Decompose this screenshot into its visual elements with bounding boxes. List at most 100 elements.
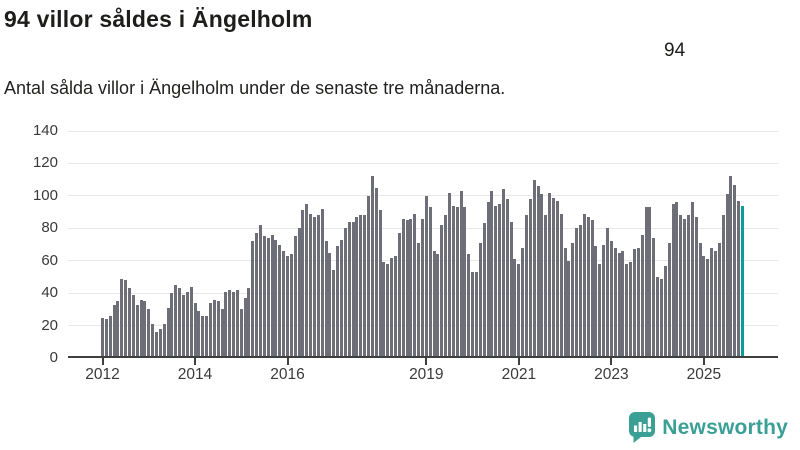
bar — [590, 220, 594, 358]
bar — [594, 246, 598, 358]
bar — [671, 204, 675, 358]
bar — [174, 285, 178, 358]
bar — [451, 205, 455, 358]
bar — [390, 257, 394, 358]
bar — [552, 197, 556, 358]
bar — [366, 195, 370, 358]
x-axis-label: 2014 — [177, 366, 213, 383]
bar — [536, 186, 540, 358]
bar — [432, 251, 436, 358]
bar — [713, 251, 717, 358]
x-axis-label: 2025 — [686, 366, 722, 383]
bar — [309, 213, 313, 358]
bar — [729, 176, 733, 358]
bar — [228, 289, 232, 358]
plot-area — [68, 130, 778, 365]
bar — [116, 301, 120, 358]
bar — [324, 241, 328, 358]
bar — [251, 241, 255, 358]
bar — [490, 191, 494, 358]
bar — [652, 238, 656, 358]
bar — [733, 184, 737, 358]
y-axis-label: 80 — [41, 219, 58, 237]
bar — [208, 302, 212, 358]
x-tick-mark — [610, 358, 613, 365]
bar — [340, 239, 343, 358]
bar — [336, 246, 340, 358]
bar — [139, 299, 143, 358]
newsworthy-icon — [628, 412, 656, 443]
bar — [216, 301, 220, 358]
bar — [498, 204, 502, 358]
gridline — [68, 130, 778, 132]
x-axis-label: 2012 — [85, 366, 120, 383]
bar — [482, 223, 486, 358]
bar — [474, 272, 478, 358]
x-axis-line — [68, 356, 778, 358]
bar — [197, 311, 201, 358]
bar — [189, 286, 193, 358]
bar — [104, 319, 108, 358]
bar — [690, 202, 694, 358]
bar — [143, 301, 147, 358]
bar — [232, 291, 236, 358]
bar — [127, 288, 131, 358]
bar — [112, 304, 116, 358]
bar — [447, 192, 451, 358]
bar — [224, 291, 228, 358]
bar — [301, 210, 305, 358]
x-tick-mark — [702, 358, 705, 365]
bar — [239, 309, 243, 358]
bar — [463, 207, 467, 358]
bar — [162, 324, 166, 358]
y-axis-label: 120 — [32, 154, 58, 172]
bar — [212, 299, 216, 358]
bar — [725, 194, 729, 358]
bar — [559, 213, 563, 358]
bar — [286, 255, 290, 358]
bar — [178, 288, 182, 358]
bar — [505, 199, 509, 358]
newsworthy-logo: Newsworthy — [628, 412, 788, 443]
bar — [629, 262, 633, 358]
bar — [293, 236, 297, 358]
bar — [459, 191, 463, 358]
bar — [644, 207, 648, 358]
bar — [397, 233, 401, 358]
bar — [698, 242, 702, 358]
bar — [471, 272, 475, 358]
bar — [582, 213, 586, 358]
bar — [679, 215, 683, 358]
bar — [625, 264, 629, 358]
bar — [467, 254, 471, 358]
y-axis-label: 60 — [41, 251, 58, 269]
x-axis-label: 2021 — [501, 366, 537, 383]
bar — [305, 204, 309, 358]
bar — [409, 218, 413, 358]
bar — [181, 294, 185, 358]
bar — [721, 215, 725, 358]
bar — [154, 332, 158, 358]
gridline — [68, 162, 778, 164]
chart-subtitle: Antal sålda villor i Ängelholm under de … — [4, 78, 506, 98]
bar — [386, 264, 390, 358]
bar — [586, 216, 590, 358]
bar — [370, 176, 374, 358]
bar — [632, 249, 636, 358]
bar — [636, 247, 640, 358]
bar — [656, 276, 660, 358]
x-tick-mark — [101, 358, 104, 365]
bar — [544, 215, 548, 358]
bar — [602, 244, 606, 358]
bar — [332, 270, 336, 358]
bar — [555, 200, 559, 358]
bar — [382, 262, 386, 358]
bar — [363, 215, 367, 358]
bar — [710, 247, 714, 358]
bar — [108, 315, 112, 358]
bar — [478, 242, 482, 358]
x-axis-label: 2023 — [594, 366, 629, 383]
bar — [579, 225, 583, 358]
bar — [274, 239, 278, 358]
